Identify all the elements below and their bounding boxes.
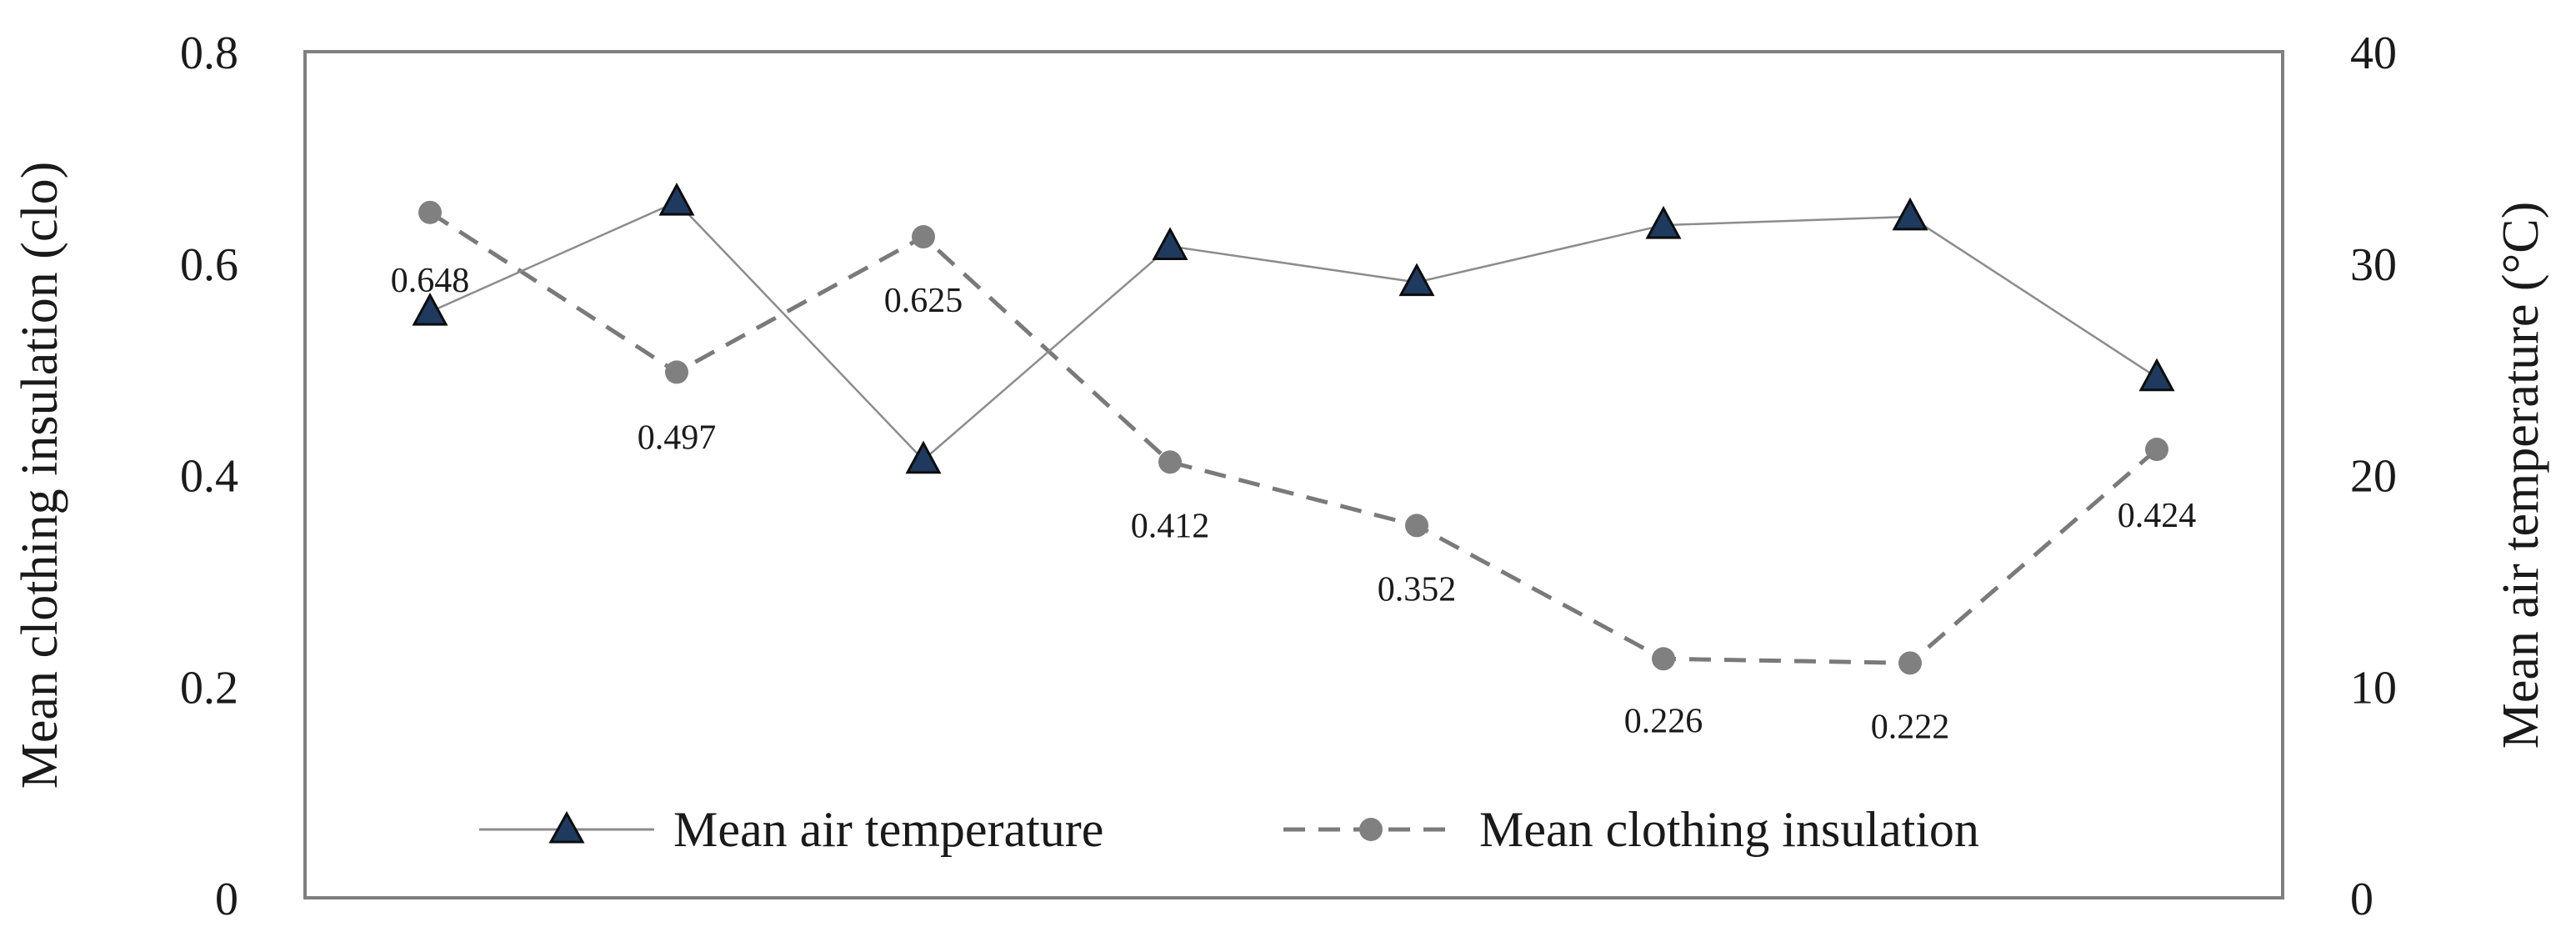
air-temperature-point [1398, 263, 1435, 297]
legend-circle-icon [1359, 818, 1383, 841]
clothing-insulation-data-label: 0.648 [391, 262, 470, 300]
clothing-insulation-point [1405, 514, 1428, 538]
air-temperature-point [1645, 205, 1682, 239]
air-temperature-point [2138, 358, 2175, 392]
clothing-insulation-point [665, 360, 688, 384]
air-temperature-point [905, 440, 942, 474]
clothing-insulation-data-label: 0.352 [1378, 570, 1457, 609]
clothing-insulation-line [428, 210, 2158, 665]
left-tick-label: 0.6 [180, 239, 238, 291]
right-tick-label: 30 [2350, 239, 2397, 291]
clothing-insulation-data-label: 0.625 [884, 282, 963, 320]
clothing-insulation-point [1898, 651, 1922, 675]
legend-label-clothing: Mean clothing insulation [1479, 802, 1979, 857]
clothing-insulation-point [912, 225, 935, 249]
air-temperature-point [1152, 227, 1188, 260]
clothing-insulation-data-label: 0.222 [1871, 708, 1950, 746]
left-axis-ticks: 0 0.2 0.4 0.6 0.8 [180, 28, 238, 925]
left-tick-label: 0.4 [180, 451, 238, 503]
right-axis-ticks: 0 10 20 30 40 [2350, 28, 2397, 925]
clothing-insulation-data-label: 0.226 [1624, 702, 1703, 740]
series-layer: 0.648 0.497 0.625 0.412 0.352 0.226 0.222 0.424 [391, 183, 2197, 746]
clothing-insulation-data-label: 0.424 [2118, 497, 2197, 535]
air-temperature-line [429, 200, 2158, 462]
clothing-insulation-point [1158, 450, 1182, 474]
legend: Mean air temperature Mean clothing insul… [479, 802, 1979, 857]
plot-area [303, 50, 2284, 899]
clothing-insulation-point [1652, 647, 1675, 671]
right-tick-label: 20 [2350, 451, 2397, 503]
clothing-insulation-data-label: 0.412 [1131, 507, 1210, 545]
air-temperature-point [412, 292, 448, 326]
left-tick-label: 0 [215, 874, 238, 925]
legend-label-temperature: Mean air temperature [673, 802, 1103, 857]
right-axis-title: Mean air temperature (°C) [2493, 202, 2549, 749]
clothing-insulation-data-label: 0.497 [638, 418, 717, 457]
left-tick-label: 0.8 [180, 28, 238, 79]
left-tick-label: 0.2 [180, 662, 238, 714]
clothing-insulation-point [2145, 438, 2168, 462]
clothing-insulation-point [418, 200, 442, 224]
right-tick-label: 10 [2350, 662, 2397, 714]
legend-triangle-icon [548, 810, 585, 844]
left-axis-title: Mean clothing insulation (clo) [12, 162, 68, 789]
right-tick-label: 40 [2350, 28, 2397, 79]
right-tick-label: 0 [2350, 874, 2373, 925]
air-temperature-point [1892, 197, 1928, 231]
air-temperature-point [658, 183, 695, 216]
